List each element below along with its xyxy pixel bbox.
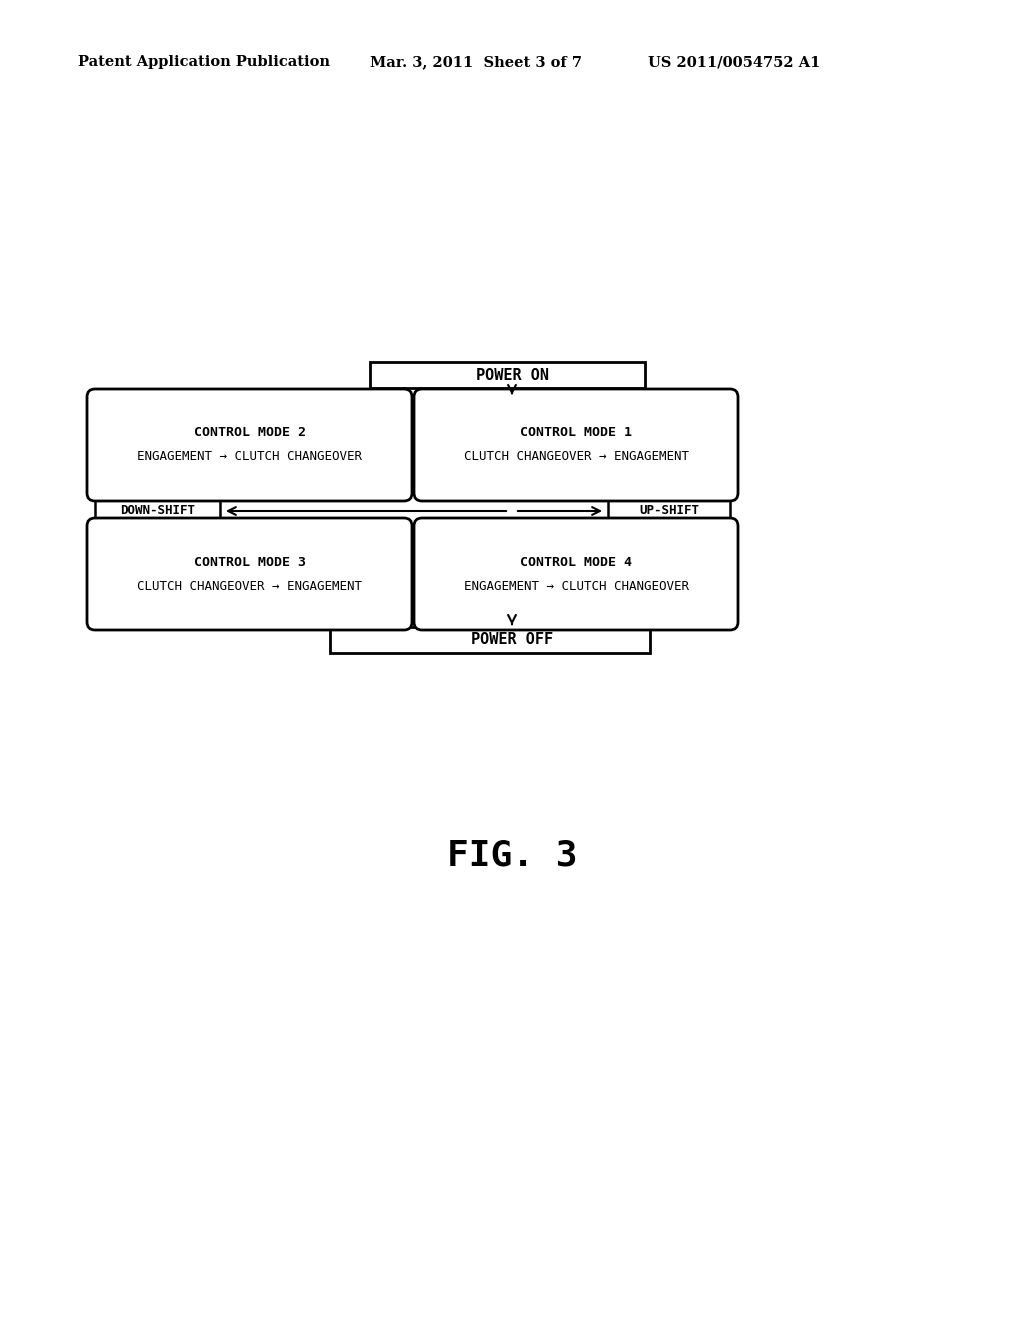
FancyBboxPatch shape xyxy=(414,389,738,502)
Text: Patent Application Publication: Patent Application Publication xyxy=(78,55,330,69)
Text: CLUTCH CHANGEOVER → ENGAGEMENT: CLUTCH CHANGEOVER → ENGAGEMENT xyxy=(464,450,688,463)
FancyBboxPatch shape xyxy=(87,517,412,630)
Text: ENGAGEMENT → CLUTCH CHANGEOVER: ENGAGEMENT → CLUTCH CHANGEOVER xyxy=(137,450,362,463)
Text: CONTROL MODE 2: CONTROL MODE 2 xyxy=(194,426,305,440)
FancyBboxPatch shape xyxy=(608,499,730,523)
Text: ENGAGEMENT → CLUTCH CHANGEOVER: ENGAGEMENT → CLUTCH CHANGEOVER xyxy=(464,579,688,593)
Text: CONTROL MODE 3: CONTROL MODE 3 xyxy=(194,556,305,569)
FancyBboxPatch shape xyxy=(87,389,412,502)
Text: POWER OFF: POWER OFF xyxy=(471,632,553,648)
FancyBboxPatch shape xyxy=(95,499,220,523)
Text: FIG. 3: FIG. 3 xyxy=(446,838,578,873)
Text: POWER ON: POWER ON xyxy=(475,367,549,383)
Text: CLUTCH CHANGEOVER → ENGAGEMENT: CLUTCH CHANGEOVER → ENGAGEMENT xyxy=(137,579,362,593)
FancyBboxPatch shape xyxy=(414,517,738,630)
Text: CONTROL MODE 1: CONTROL MODE 1 xyxy=(520,426,632,440)
FancyBboxPatch shape xyxy=(330,627,650,653)
Text: UP-SHIFT: UP-SHIFT xyxy=(639,504,699,517)
Text: CONTROL MODE 4: CONTROL MODE 4 xyxy=(520,556,632,569)
Text: US 2011/0054752 A1: US 2011/0054752 A1 xyxy=(648,55,820,69)
Text: Mar. 3, 2011  Sheet 3 of 7: Mar. 3, 2011 Sheet 3 of 7 xyxy=(370,55,582,69)
Text: DOWN-SHIFT: DOWN-SHIFT xyxy=(120,504,195,517)
FancyBboxPatch shape xyxy=(370,362,645,388)
